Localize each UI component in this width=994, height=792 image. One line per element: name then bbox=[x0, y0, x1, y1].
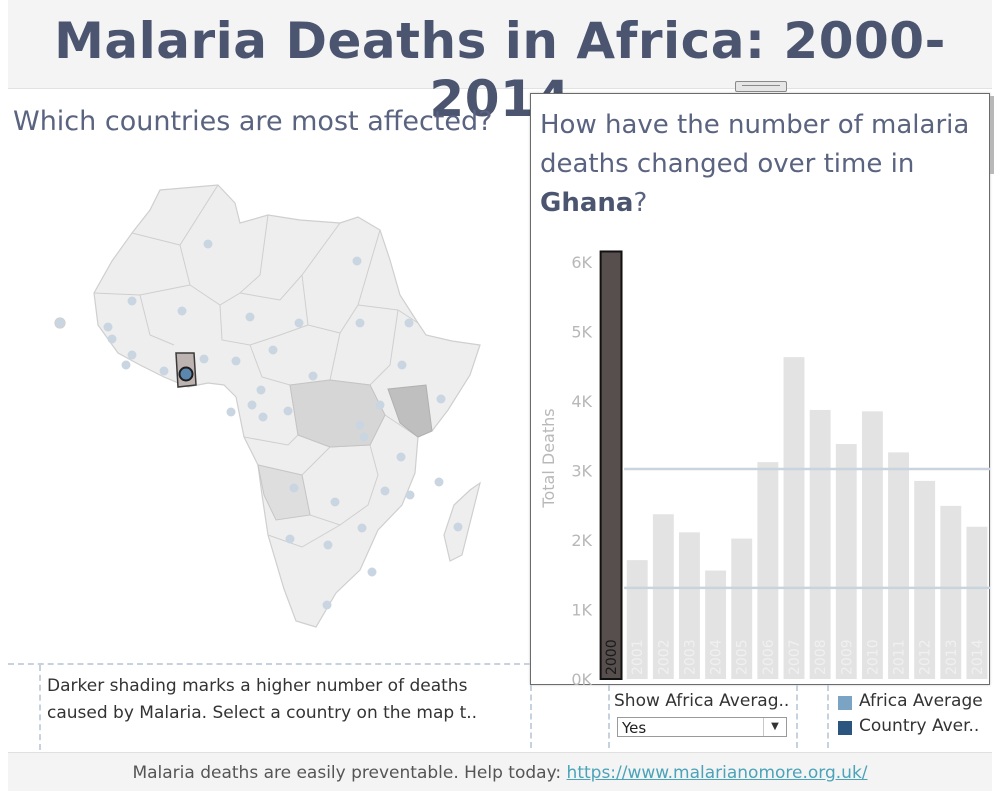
x-tick-label: 2005 bbox=[735, 639, 751, 675]
bar-2003 bbox=[679, 532, 700, 679]
chevron-down-icon[interactable]: ▼ bbox=[763, 718, 786, 736]
footer-message: Malaria deaths are easily preventable. H… bbox=[8, 763, 992, 783]
caption-line-2: caused by Malaria. Select a country on t… bbox=[47, 703, 478, 723]
deaths-bar-chart: 0K 1K 2K 3K 4K 5K 6K Total Deaths 2000 2001 2002 20… bbox=[539, 250, 990, 685]
separator-line bbox=[39, 665, 41, 750]
separator-line bbox=[827, 685, 829, 748]
chart-heading: How have the number of malaria deaths ch… bbox=[540, 106, 980, 223]
y-tick-label: 5K bbox=[571, 322, 592, 341]
x-tick-label: 2008 bbox=[813, 639, 829, 675]
chart-heading-country: Ghana bbox=[540, 188, 634, 218]
map-land-madagascar bbox=[443, 481, 481, 562]
africa-average-filter-dropdown[interactable]: Yes ▼ bbox=[617, 717, 787, 737]
footer-link[interactable]: https://www.malarianomore.org.uk/ bbox=[566, 763, 868, 783]
bar-2010 bbox=[861, 411, 883, 679]
bar-2001 bbox=[626, 560, 648, 679]
y-axis-label: Total Deaths bbox=[539, 408, 558, 508]
x-tick-label: 2010 bbox=[865, 639, 881, 675]
map-heading: Which countries are most affected? bbox=[13, 106, 493, 137]
legend-swatch bbox=[838, 696, 852, 710]
panel-drag-handle[interactable] bbox=[735, 81, 787, 92]
chart-heading-prefix: How have the number of malaria deaths ch… bbox=[540, 110, 970, 179]
y-tick-label: 3K bbox=[571, 461, 592, 480]
bar-2004 bbox=[705, 570, 727, 679]
chart-heading-suffix: ? bbox=[633, 188, 648, 218]
x-tick-label: 2009 bbox=[839, 639, 855, 675]
map-country-kenya[interactable] bbox=[387, 384, 433, 438]
africa-map[interactable] bbox=[40, 175, 500, 635]
y-tick-label: 1K bbox=[571, 600, 592, 619]
bar-2002 bbox=[652, 514, 674, 679]
caption-line-1: Darker shading marks a higher number of … bbox=[47, 676, 468, 696]
x-tick-label: 2012 bbox=[918, 639, 934, 675]
map-land-africa bbox=[93, 184, 481, 628]
bar-2014 bbox=[966, 526, 988, 679]
bar-2005 bbox=[731, 538, 753, 679]
y-tick-label: 2K bbox=[571, 531, 592, 550]
y-tick-label: 6K bbox=[571, 253, 592, 272]
legend-swatch bbox=[838, 721, 852, 735]
bar-2012 bbox=[914, 480, 936, 679]
legend-label: Country Aver.. bbox=[859, 716, 980, 736]
separator-line bbox=[608, 685, 610, 748]
y-tick-label: 4K bbox=[571, 392, 592, 411]
x-tick-label: 2002 bbox=[656, 639, 672, 675]
separator-line bbox=[8, 663, 530, 665]
bar-2008 bbox=[809, 409, 831, 679]
legend-label: Africa Average bbox=[859, 691, 983, 711]
x-tick-label: 2001 bbox=[630, 639, 646, 675]
footer-text: Malaria deaths are easily preventable. H… bbox=[132, 763, 567, 783]
separator-line bbox=[530, 685, 532, 748]
x-tick-label: 2003 bbox=[682, 639, 698, 675]
ghana-marker[interactable] bbox=[178, 366, 194, 382]
x-tick-label: 2006 bbox=[761, 639, 777, 675]
bar-2006 bbox=[757, 462, 779, 679]
bar-2000 bbox=[599, 250, 623, 680]
africa-average-filter-label: Show Africa Averag.. bbox=[614, 691, 790, 711]
x-tick-label: 2004 bbox=[709, 639, 725, 675]
map-country-drc[interactable] bbox=[289, 379, 386, 448]
y-tick-label: 0K bbox=[571, 670, 592, 685]
bar-2011 bbox=[888, 452, 909, 679]
filter-selected-value: Yes bbox=[622, 719, 647, 737]
map-country-angola[interactable] bbox=[257, 464, 311, 521]
map-caption: Darker shading marks a higher number of … bbox=[47, 673, 522, 727]
footer-band: Malaria deaths are easily preventable. H… bbox=[8, 752, 992, 791]
x-tick-label: 2000 bbox=[604, 639, 620, 675]
title-band: Malaria Deaths in Africa: 2000-2014 bbox=[8, 0, 992, 128]
panel-scrollbar[interactable] bbox=[990, 96, 994, 174]
bar-2009 bbox=[835, 444, 857, 679]
x-tick-label: 2013 bbox=[944, 639, 960, 675]
x-tick-label: 2011 bbox=[892, 639, 908, 675]
separator-line bbox=[796, 685, 798, 748]
x-tick-label: 2007 bbox=[787, 639, 803, 675]
bar-2013 bbox=[940, 505, 962, 679]
x-tick-label: 2014 bbox=[970, 639, 986, 675]
bar-2007 bbox=[783, 357, 805, 679]
